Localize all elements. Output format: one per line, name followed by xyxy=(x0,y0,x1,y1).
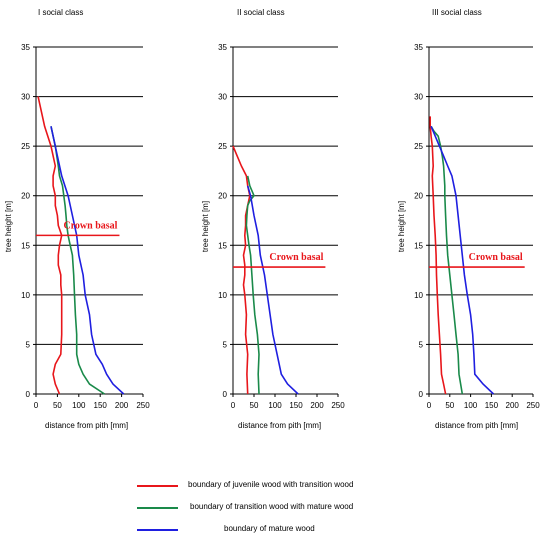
x-tick-label: 0 xyxy=(231,401,236,410)
y-tick-label: 10 xyxy=(414,291,423,300)
chart-title: I social class xyxy=(38,8,83,17)
y-tick-label: 0 xyxy=(419,390,424,399)
y-axis-label: tree height [m] xyxy=(397,201,406,252)
x-tick-label: 200 xyxy=(115,401,129,410)
x-tick-label: 150 xyxy=(289,401,303,410)
chart-panel-3: III social class 0 5 10 15 20 25 30 35 0 50 100 150 2… xyxy=(397,8,540,430)
x-tick-label: 150 xyxy=(485,401,499,410)
x-tick-label: 50 xyxy=(445,401,454,410)
x-tick-label: 150 xyxy=(94,401,108,410)
y-tick-label: 35 xyxy=(21,43,30,52)
series-line-mature xyxy=(430,125,495,395)
y-tick-label: 20 xyxy=(21,192,30,201)
x-tick-label: 100 xyxy=(464,401,478,410)
series-line-juvenile xyxy=(37,96,63,395)
crown-basal-label: Crown basal xyxy=(269,252,323,263)
legend-label-mature: boundary of mature wood xyxy=(224,524,315,533)
y-tick-label: 5 xyxy=(419,340,424,349)
series-line-transition xyxy=(430,125,464,395)
x-tick-label: 250 xyxy=(526,401,540,410)
x-tick-label: 250 xyxy=(331,401,345,410)
x-tick-label: 0 xyxy=(34,401,39,410)
y-tick-label: 30 xyxy=(218,93,227,102)
y-tick-label: 5 xyxy=(26,340,31,349)
series-line-juvenile xyxy=(429,116,447,395)
x-axis-label: distance from pith [mm] xyxy=(45,421,128,430)
legend-label-transition: boundary of transition wood with mature … xyxy=(190,502,354,511)
crown-basal-label: Crown basal xyxy=(63,220,117,231)
chart-panel-1: I social class 0 5 10 15 20 25 30 35 0 50 100 150 200… xyxy=(4,8,150,430)
x-tick-label: 200 xyxy=(506,401,520,410)
x-tick-label: 100 xyxy=(268,401,282,410)
legend-swatch-juvenile xyxy=(137,485,178,487)
y-tick-label: 15 xyxy=(21,241,30,250)
series-line-juvenile xyxy=(232,145,251,395)
x-axis-label: distance from pith [mm] xyxy=(435,421,518,430)
y-tick-label: 10 xyxy=(21,291,30,300)
legend-swatch-transition xyxy=(137,507,178,509)
y-tick-label: 35 xyxy=(414,43,423,52)
y-tick-label: 35 xyxy=(218,43,227,52)
y-tick-label: 0 xyxy=(26,390,31,399)
crown-basal-label: Crown basal xyxy=(469,252,523,263)
x-tick-label: 200 xyxy=(310,401,324,410)
x-tick-label: 0 xyxy=(427,401,432,410)
y-axis-label: tree height [m] xyxy=(4,201,13,252)
legend-label-juvenile: boundary of juvenile wood with transitio… xyxy=(188,480,354,489)
y-tick-label: 30 xyxy=(21,93,30,102)
x-tick-label: 250 xyxy=(136,401,150,410)
series-line-mature xyxy=(246,185,299,395)
chart-title: III social class xyxy=(432,8,482,17)
y-tick-label: 25 xyxy=(414,142,423,151)
y-tick-label: 30 xyxy=(414,93,423,102)
series-line-mature xyxy=(50,126,125,395)
x-axis-label: distance from pith [mm] xyxy=(238,421,321,430)
y-tick-label: 25 xyxy=(218,142,227,151)
y-axis-label: tree height [m] xyxy=(201,201,210,252)
y-tick-label: 20 xyxy=(218,192,227,201)
y-tick-label: 15 xyxy=(414,241,423,250)
y-tick-label: 20 xyxy=(414,192,423,201)
x-tick-label: 50 xyxy=(250,401,259,410)
x-tick-label: 50 xyxy=(53,401,62,410)
y-tick-label: 10 xyxy=(218,291,227,300)
y-tick-label: 15 xyxy=(218,241,227,250)
y-tick-label: 0 xyxy=(223,390,228,399)
y-tick-label: 25 xyxy=(21,142,30,151)
chart-panel-2: II social class 0 5 10 15 20 25 30 35 0 50 100 150 20… xyxy=(201,8,345,430)
x-tick-label: 100 xyxy=(72,401,86,410)
y-tick-label: 5 xyxy=(223,340,228,349)
legend-swatch-mature xyxy=(137,529,178,531)
chart-title: II social class xyxy=(237,8,285,17)
series-line-transition xyxy=(50,126,105,395)
